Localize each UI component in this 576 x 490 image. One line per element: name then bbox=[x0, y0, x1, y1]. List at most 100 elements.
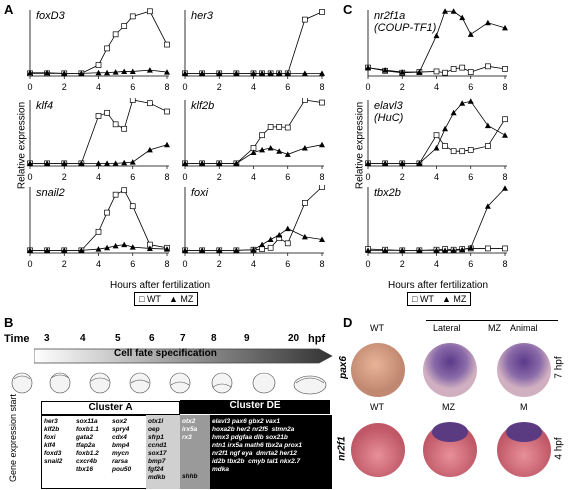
mz-point bbox=[164, 246, 170, 252]
series-line-WT bbox=[30, 189, 168, 251]
legend-mz: ▲ MZ bbox=[168, 294, 194, 304]
wt-point bbox=[485, 245, 491, 252]
mz-point bbox=[382, 67, 389, 73]
wt-point bbox=[502, 245, 508, 252]
mz-point bbox=[121, 241, 128, 248]
x-tick-label: 0 bbox=[365, 82, 370, 92]
mz-point bbox=[467, 31, 474, 37]
wt-point bbox=[147, 8, 153, 15]
chart-tbx2b: 0 2 4 6 8 bbox=[365, 185, 508, 269]
mz-point bbox=[502, 185, 508, 191]
mz-point bbox=[502, 24, 508, 31]
mz-point bbox=[382, 160, 389, 166]
x-axis-label-a: Hours after fertilization bbox=[110, 280, 211, 291]
mz-point bbox=[146, 67, 153, 73]
mz-point bbox=[484, 122, 491, 129]
wt-point bbox=[467, 69, 474, 75]
time-4hpf: 4 hpf bbox=[553, 437, 565, 460]
mz-point bbox=[399, 69, 406, 75]
mz-point bbox=[121, 159, 128, 166]
mz-stain bbox=[432, 422, 468, 442]
mz-point bbox=[182, 160, 188, 166]
x-tick-label: 8 bbox=[502, 259, 507, 269]
chart-klf2b: 0 2 4 6 8 bbox=[182, 98, 325, 182]
x-tick-label: 6 bbox=[285, 82, 290, 92]
mz-point bbox=[365, 64, 371, 71]
panel-label-c: C bbox=[343, 2, 353, 17]
wt-point bbox=[267, 244, 274, 251]
x-tick-label: 2 bbox=[62, 172, 67, 182]
wt-point bbox=[121, 23, 128, 29]
x-axis-label-c: Hours after fertilization bbox=[388, 280, 489, 291]
wt-point bbox=[442, 69, 448, 76]
chart-klf4: 0 2 4 6 8 bbox=[27, 98, 170, 182]
mz-point bbox=[382, 247, 389, 253]
mz-point bbox=[27, 69, 33, 76]
wt-point bbox=[459, 148, 466, 155]
gene-list-4h: sox11a foxb1.1 gata2 tfap2a foxb1.2 cxcr… bbox=[76, 418, 99, 473]
wt-point bbox=[259, 132, 265, 139]
legend-c: □ WT ▲ MZ bbox=[407, 292, 472, 306]
animal-label: Animal bbox=[510, 323, 538, 333]
wt-point bbox=[121, 125, 128, 132]
mz-point bbox=[104, 160, 111, 166]
wt-point bbox=[267, 124, 274, 130]
mz-point bbox=[442, 125, 449, 132]
x-tick-label: 0 bbox=[182, 259, 187, 269]
legend-a: □ WT ▲ MZ bbox=[134, 292, 199, 306]
wt-point bbox=[319, 99, 325, 106]
pax6-gene-label: pax6 bbox=[337, 356, 349, 379]
mz-point bbox=[459, 246, 466, 253]
x-tick-label: 2 bbox=[400, 82, 405, 92]
mz-point bbox=[416, 69, 423, 75]
cluster-de-header: Cluster DE bbox=[180, 400, 330, 414]
mz-point bbox=[450, 8, 457, 14]
col5-bg bbox=[180, 415, 210, 489]
embryo-wt-nr2f1 bbox=[351, 423, 405, 477]
mz-point bbox=[44, 160, 51, 166]
mz-label-2: MZ bbox=[442, 402, 455, 412]
mz-point bbox=[459, 100, 466, 106]
mz-point bbox=[216, 247, 223, 253]
mz-point bbox=[484, 203, 491, 209]
mz-point bbox=[129, 159, 136, 165]
chart-snail2: 0 2 4 6 8 bbox=[27, 187, 170, 269]
mz-point bbox=[433, 247, 440, 253]
mz-point bbox=[467, 244, 474, 251]
mz-point bbox=[61, 70, 68, 76]
gene-label-foxi: foxi bbox=[191, 187, 209, 199]
embryo-mz-animal-pax6 bbox=[497, 343, 551, 397]
mz-point bbox=[95, 160, 102, 166]
wt-point bbox=[302, 16, 308, 23]
x-tick-label: 2 bbox=[217, 82, 222, 92]
mz-point bbox=[95, 246, 102, 252]
mz-point bbox=[112, 69, 119, 75]
series-line-WT bbox=[368, 118, 506, 164]
wt-point bbox=[95, 228, 102, 235]
cluster-a-header: Cluster A bbox=[41, 401, 180, 415]
mz-point bbox=[182, 247, 188, 253]
gene-sublabel-nr2f1a: (COUP-TF1) bbox=[374, 22, 437, 34]
wt-point bbox=[485, 143, 491, 149]
gene-label-elavl3: elavl3 bbox=[374, 100, 403, 112]
gene-list-6h: otx1l oep sfrp1 ccnd1 sox17 bmp7 fgf24 m… bbox=[148, 418, 167, 481]
mz-point bbox=[78, 70, 85, 76]
x-tick-label: 8 bbox=[319, 172, 324, 182]
mz-point bbox=[284, 70, 291, 76]
hour-20: 20 bbox=[288, 333, 300, 344]
chart-foxD3: 0 2 4 6 8 bbox=[27, 8, 170, 92]
m-stain bbox=[506, 422, 542, 442]
wt-point bbox=[467, 147, 474, 153]
mz-point bbox=[301, 145, 308, 151]
hour-6: 6 bbox=[149, 333, 155, 344]
gene-list-3h: her3 klf2b foxi klf4 foxd3 snail2 bbox=[44, 418, 63, 465]
hour-3: 3 bbox=[44, 333, 50, 344]
wt-point bbox=[164, 41, 170, 48]
x-tick-label: 0 bbox=[182, 172, 187, 182]
mz-point bbox=[365, 247, 371, 253]
chart-elavl3: 0 2 4 6 8 bbox=[365, 98, 508, 182]
hour-7: 7 bbox=[180, 333, 186, 344]
wt-point bbox=[129, 203, 136, 210]
mz-point bbox=[267, 70, 274, 76]
mz-point bbox=[129, 244, 136, 250]
